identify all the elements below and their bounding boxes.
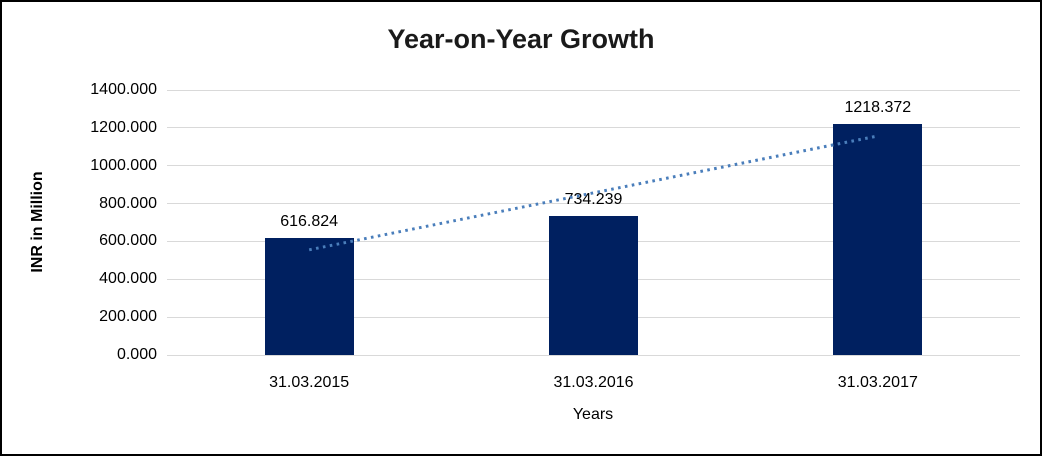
trendline: [308, 134, 879, 252]
y-tick-label: 200.000: [99, 308, 157, 326]
y-tick-label: 400.000: [99, 270, 157, 288]
chart-title: Year-on-Year Growth: [387, 24, 655, 54]
bar: [549, 216, 638, 355]
bar-value-label: 616.824: [280, 213, 339, 231]
y-tick-label: 600.000: [99, 232, 157, 250]
x-tick-label: 31.03.2016: [553, 374, 634, 391]
y-tick-label: 1400.000: [90, 81, 157, 98]
bar-value-label: 1218.372: [844, 99, 912, 117]
x-tick-label: 31.03.2015: [269, 374, 350, 391]
bar: [264, 238, 354, 355]
y-tick-label: 0.000: [116, 346, 157, 363]
y-tick-label: 800.000: [99, 194, 157, 212]
x-tick-label: 31.03.2017: [837, 374, 918, 391]
gridline: [167, 165, 1020, 167]
gridline: [167, 127, 1020, 129]
gridline: [167, 354, 1020, 356]
gridline: [167, 89, 1020, 91]
y-tick-label: 1000.000: [90, 156, 157, 174]
y-axis-title: INR in Million: [29, 171, 46, 273]
bar: [833, 124, 923, 355]
gridline: [167, 203, 1020, 205]
x-axis-title: Years: [572, 406, 614, 423]
y-tick-label: 1200.000: [90, 118, 157, 136]
